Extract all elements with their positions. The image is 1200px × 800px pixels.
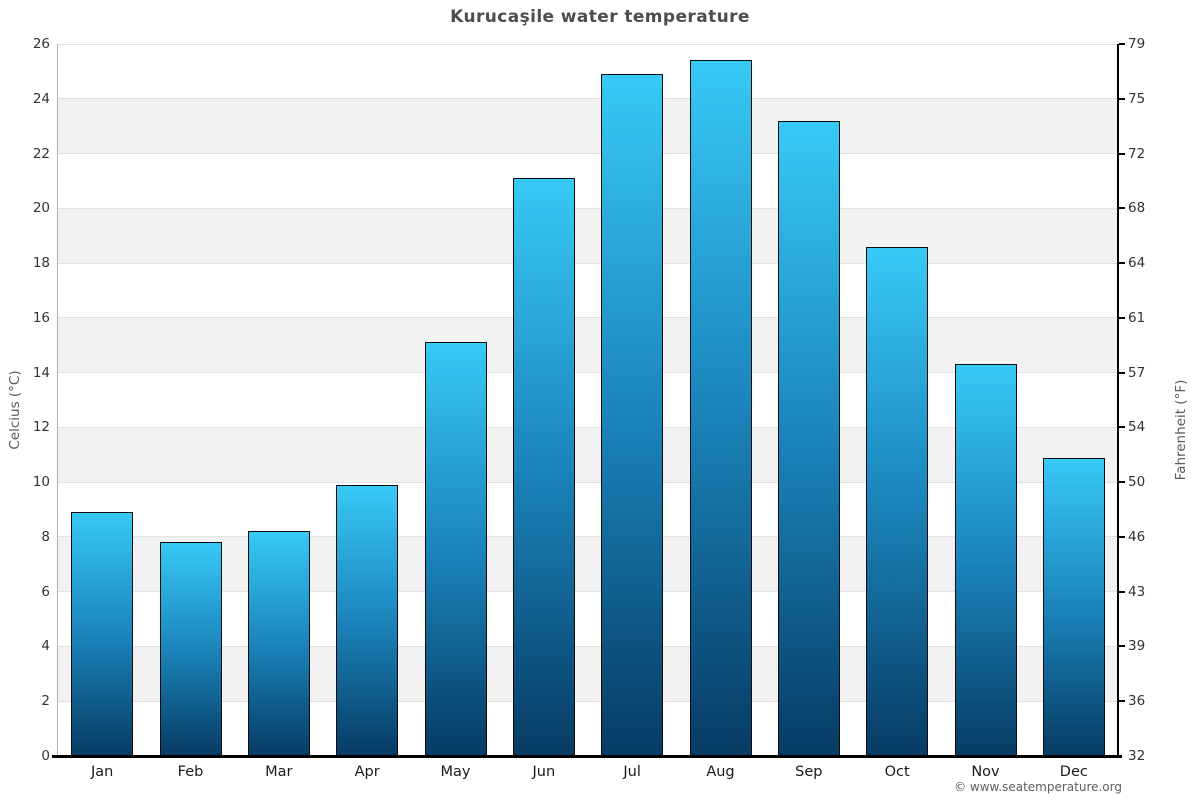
plot-band — [58, 482, 1118, 537]
bar-dec[interactable] — [1042, 457, 1105, 756]
gridline-12c — [58, 426, 1118, 428]
fahrenheit-tickmark — [1119, 481, 1125, 484]
fahrenheit-tickmark — [1119, 700, 1125, 703]
y-tick-fahrenheit-43: 43 — [1128, 583, 1146, 600]
y-tick-fahrenheit-64: 64 — [1128, 255, 1146, 272]
celsius-axis-title: Celcius (°C) — [7, 370, 23, 450]
gridline-22c — [58, 153, 1118, 155]
plot-band — [58, 44, 1118, 99]
y-tick-fahrenheit-46: 46 — [1128, 528, 1146, 545]
fahrenheit-tickmark — [1119, 535, 1125, 538]
gridline-26c — [58, 43, 1118, 45]
bar-may[interactable] — [424, 342, 487, 756]
gridline-14c — [58, 372, 1118, 374]
y-tick-celsius-10: 10 — [32, 474, 50, 491]
y-tick-celsius-8: 8 — [41, 528, 50, 545]
y-tick-celsius-18: 18 — [32, 255, 50, 272]
plot-band — [58, 536, 1118, 592]
plot-band — [58, 701, 1118, 756]
bar-feb[interactable] — [159, 542, 222, 756]
gridline-10c — [58, 481, 1118, 483]
fahrenheit-tickmark — [1119, 645, 1125, 648]
y-tick-celsius-4: 4 — [41, 638, 50, 655]
y-tick-fahrenheit-68: 68 — [1128, 200, 1146, 217]
plot-band — [58, 372, 1118, 428]
plot-band — [58, 208, 1118, 264]
right-axis-line — [1117, 44, 1119, 757]
bar-oct[interactable] — [866, 246, 929, 756]
x-axis-label-mar: Mar — [265, 764, 293, 780]
plot-band — [58, 427, 1118, 483]
y-tick-fahrenheit-50: 50 — [1128, 474, 1146, 491]
x-axis-label-apr: Apr — [354, 764, 380, 780]
bar-jan[interactable] — [71, 512, 134, 756]
x-axis-label-dec: Dec — [1059, 764, 1088, 780]
chart-title: Kurucaşile water temperature — [450, 7, 750, 27]
y-tick-fahrenheit-57: 57 — [1128, 364, 1146, 381]
y-tick-fahrenheit-39: 39 — [1128, 638, 1146, 655]
fahrenheit-tickmark — [1119, 152, 1125, 155]
gridline-20c — [58, 207, 1118, 209]
fahrenheit-tickmark — [1119, 316, 1125, 319]
bar-jun[interactable] — [512, 178, 575, 756]
x-axis-label-feb: Feb — [177, 764, 204, 780]
y-tick-celsius-24: 24 — [32, 90, 50, 107]
y-tick-celsius-12: 12 — [32, 419, 50, 436]
x-axis-label-sep: Sep — [795, 764, 823, 780]
y-tick-fahrenheit-72: 72 — [1128, 145, 1146, 162]
gridline-24c — [58, 98, 1118, 100]
x-axis-line — [52, 755, 1122, 758]
gridline-8c — [58, 536, 1118, 538]
fahrenheit-tickmark — [1119, 207, 1125, 210]
x-axis-label-nov: Nov — [971, 764, 1000, 780]
y-tick-fahrenheit-75: 75 — [1128, 90, 1146, 107]
y-tick-celsius-2: 2 — [41, 693, 50, 710]
plot-band — [58, 263, 1118, 318]
gridline-16c — [58, 317, 1118, 319]
y-tick-celsius-0: 0 — [41, 748, 50, 764]
fahrenheit-tickmark — [1119, 590, 1125, 593]
bar-aug[interactable] — [689, 60, 752, 756]
left-axis-line — [57, 44, 58, 756]
x-axis-label-jan: Jan — [90, 764, 114, 780]
fahrenheit-tickmark — [1119, 97, 1125, 100]
y-tick-celsius-6: 6 — [41, 583, 50, 600]
gridline-2c — [58, 700, 1118, 702]
bar-nov[interactable] — [954, 364, 1017, 756]
x-axis-label-jun: Jun — [532, 764, 556, 780]
fahrenheit-tickmark — [1119, 426, 1125, 429]
fahrenheit-tickmark — [1119, 43, 1125, 45]
y-tick-fahrenheit-36: 36 — [1128, 693, 1146, 710]
x-axis-label-oct: Oct — [884, 764, 910, 780]
plot-band — [58, 646, 1118, 702]
plot-band — [58, 317, 1118, 373]
bar-apr[interactable] — [336, 484, 399, 756]
x-axis-label-may: May — [440, 764, 471, 780]
gridline-4c — [58, 645, 1118, 647]
x-axis-label-aug: Aug — [706, 764, 735, 780]
x-axis-label-jul: Jul — [623, 764, 641, 780]
bar-jul[interactable] — [601, 74, 664, 756]
fahrenheit-tickmark — [1119, 371, 1125, 374]
y-tick-fahrenheit-79: 79 — [1128, 36, 1146, 52]
y-tick-fahrenheit-61: 61 — [1128, 309, 1146, 326]
fahrenheit-tickmark — [1119, 262, 1125, 265]
copyright-credit[interactable]: © www.seatemperature.org — [954, 780, 1122, 794]
plot-band — [58, 591, 1118, 647]
plot-band — [58, 98, 1118, 154]
bar-sep[interactable] — [777, 120, 840, 756]
plot-band — [58, 153, 1118, 209]
bar-mar[interactable] — [247, 531, 310, 756]
gridline-18c — [58, 262, 1118, 264]
y-tick-celsius-14: 14 — [32, 364, 50, 381]
gridline-6c — [58, 591, 1118, 593]
y-tick-fahrenheit-32: 32 — [1128, 748, 1146, 764]
y-tick-celsius-22: 22 — [32, 145, 50, 162]
y-tick-celsius-20: 20 — [32, 200, 50, 217]
y-tick-fahrenheit-54: 54 — [1128, 419, 1146, 436]
y-tick-celsius-16: 16 — [32, 309, 50, 326]
y-tick-celsius-26: 26 — [32, 36, 50, 52]
fahrenheit-axis-title: Fahrenheit (°F) — [1173, 379, 1189, 481]
